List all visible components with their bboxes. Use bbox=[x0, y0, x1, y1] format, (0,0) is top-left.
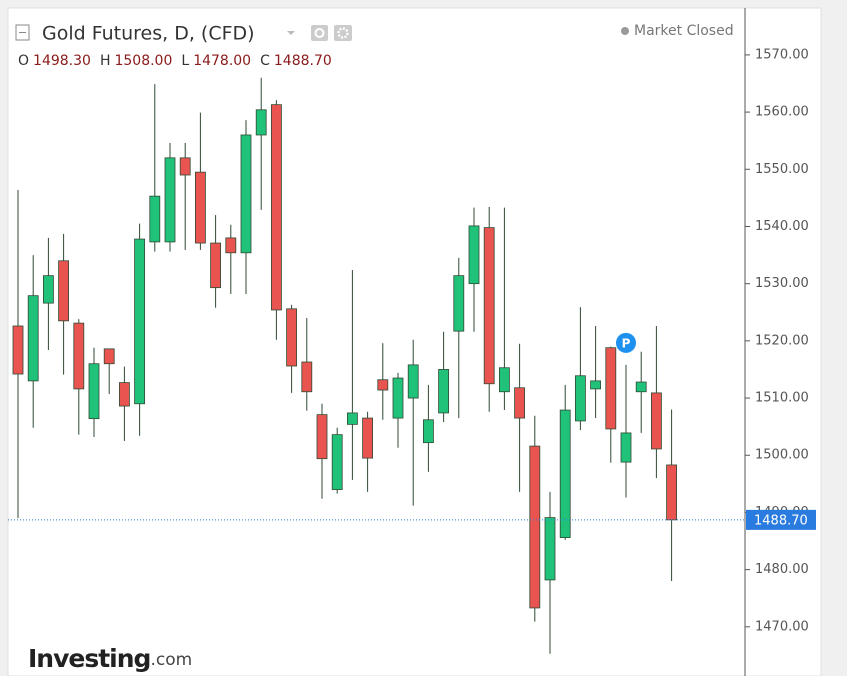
y-tick-label: 1540.00 bbox=[755, 219, 809, 234]
legend-value: 1478.00 bbox=[193, 53, 251, 69]
candle-body bbox=[270, 104, 282, 311]
candle-body bbox=[119, 382, 130, 407]
price-tag-label: 1488.70 bbox=[754, 513, 808, 528]
candle-body bbox=[58, 260, 69, 322]
candle-body bbox=[575, 375, 586, 422]
candle-body bbox=[666, 464, 677, 521]
candle-body bbox=[468, 225, 480, 285]
candle-body bbox=[483, 227, 495, 385]
candle-body bbox=[179, 157, 191, 176]
candle-body bbox=[316, 414, 328, 460]
marker-badge bbox=[616, 332, 636, 353]
candle-body bbox=[392, 377, 404, 419]
candle-body bbox=[346, 412, 358, 425]
dropdown-icon[interactable] bbox=[287, 31, 295, 35]
watermark-domain: .com bbox=[150, 650, 192, 670]
settings-icon[interactable] bbox=[334, 25, 352, 41]
candle-body bbox=[453, 275, 465, 332]
candle-body bbox=[255, 109, 267, 136]
y-tick-label: 1550.00 bbox=[755, 162, 809, 177]
candle-body bbox=[164, 157, 176, 243]
candle-body bbox=[635, 381, 647, 393]
candle-body bbox=[27, 295, 39, 382]
y-tick-label: 1570.00 bbox=[755, 47, 809, 62]
candle-body bbox=[149, 195, 161, 243]
candle-body bbox=[194, 171, 206, 244]
candle-body bbox=[422, 419, 434, 444]
candle-body bbox=[651, 392, 662, 450]
chart-frame bbox=[7, 7, 822, 676]
legend-key: C bbox=[260, 53, 270, 69]
legend-key: O bbox=[18, 53, 29, 69]
candle-body bbox=[559, 409, 571, 538]
price-tag bbox=[746, 509, 816, 530]
candle-body bbox=[240, 134, 252, 254]
legend-value: 1498.30 bbox=[33, 53, 91, 69]
candle-body bbox=[438, 369, 450, 414]
status-dot bbox=[621, 27, 629, 35]
plot bbox=[12, 77, 677, 654]
candle-body bbox=[43, 275, 54, 304]
candle-body bbox=[407, 364, 419, 399]
y-tick-label: 1500.00 bbox=[755, 448, 809, 463]
market-status: Market Closed bbox=[634, 23, 734, 39]
legend-value: 1488.70 bbox=[274, 53, 332, 69]
candle-body bbox=[301, 361, 313, 393]
candle-body bbox=[225, 237, 237, 254]
y-tick-label: 1470.00 bbox=[755, 619, 809, 634]
candle-body bbox=[210, 242, 222, 289]
y-tick-label: 1510.00 bbox=[755, 391, 809, 406]
candle-body bbox=[12, 325, 24, 375]
candle-body bbox=[377, 379, 389, 391]
ohlc-legend: O 1498.30 H 1508.00 L 1478.00 C 1488.70 bbox=[18, 53, 332, 69]
legend-key: L bbox=[181, 53, 189, 69]
visibility-icon[interactable] bbox=[311, 25, 328, 41]
candle-body bbox=[529, 445, 541, 609]
visibility-icon-eye bbox=[314, 28, 325, 38]
y-tick-label: 1480.00 bbox=[755, 562, 809, 577]
candle-body bbox=[514, 387, 525, 419]
candle-body bbox=[286, 308, 298, 367]
candle-body bbox=[590, 380, 601, 390]
candle-body bbox=[620, 432, 632, 463]
candle-body bbox=[134, 238, 146, 405]
watermark-brand: Investing bbox=[28, 644, 150, 673]
y-tick-label: 1520.00 bbox=[755, 333, 809, 348]
collapse-icon[interactable] bbox=[15, 24, 30, 41]
y-tick-label: 1530.00 bbox=[755, 276, 809, 291]
chart-title: Gold Futures, D, (CFD) bbox=[42, 23, 255, 45]
candle-body bbox=[88, 363, 100, 420]
legend-key: H bbox=[100, 53, 111, 69]
candle-body bbox=[498, 367, 510, 393]
candle-body bbox=[605, 347, 617, 430]
candle-body bbox=[103, 348, 115, 365]
watermark: Investing.com bbox=[28, 644, 192, 673]
candle-body bbox=[544, 517, 556, 581]
candle-body bbox=[331, 434, 343, 490]
candle-body bbox=[73, 322, 85, 390]
candle-body bbox=[362, 417, 374, 459]
settings-icon-gear bbox=[337, 27, 349, 39]
marker-label: P bbox=[622, 336, 631, 350]
legend-value: 1508.00 bbox=[114, 53, 172, 69]
y-tick-label: 1560.00 bbox=[755, 105, 809, 120]
